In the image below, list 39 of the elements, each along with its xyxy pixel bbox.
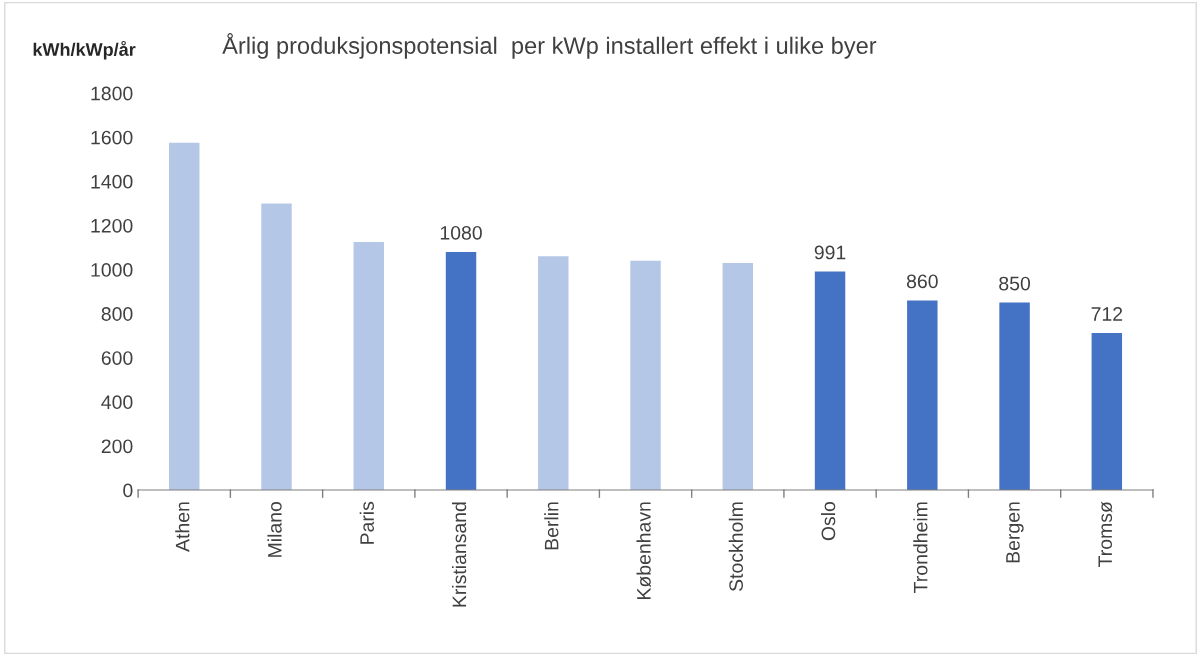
y-tick-label: 1600 bbox=[91, 130, 133, 145]
y-tick-label: 800 bbox=[101, 307, 133, 321]
bar bbox=[538, 256, 569, 491]
bar bbox=[169, 142, 200, 491]
bar bbox=[353, 241, 384, 491]
y-tick-label: 400 bbox=[101, 395, 133, 410]
x-tick-label: Paris bbox=[359, 501, 374, 544]
y-tick-label: 200 bbox=[101, 439, 133, 454]
y-tick-label: 1400 bbox=[91, 174, 133, 189]
data-label: 712 bbox=[1091, 307, 1123, 321]
x-tick-label: Kristiansand bbox=[451, 502, 467, 607]
bar bbox=[722, 262, 754, 491]
chart-title: Årlig produksjonspotensial per kWp installert effekt i ulike byer bbox=[222, 33, 877, 59]
x-tick-label: Berlin bbox=[544, 502, 559, 550]
y-tick-label: 1000 bbox=[91, 263, 133, 277]
y-tick-label: 600 bbox=[101, 351, 133, 365]
x-tick-label: Oslo bbox=[820, 501, 836, 541]
y-tick-label: 1200 bbox=[91, 218, 133, 233]
data-label: 860 bbox=[906, 274, 938, 289]
bar bbox=[907, 300, 938, 491]
bar bbox=[630, 260, 661, 491]
bar bbox=[445, 251, 477, 491]
x-tick-label: Tromsø bbox=[1098, 501, 1113, 567]
x-tick-label: Bergen bbox=[1006, 502, 1024, 563]
bar bbox=[1091, 333, 1123, 491]
bar bbox=[261, 203, 292, 491]
bar bbox=[814, 271, 846, 491]
y-tick-label: 0 bbox=[123, 483, 133, 498]
y-tick-label: 1800 bbox=[91, 86, 133, 101]
x-tick-label: Stockholm bbox=[728, 502, 744, 592]
x-tick-label: Milano bbox=[267, 501, 282, 557]
y-axis-title: kWh/kWp/år bbox=[33, 40, 136, 60]
x-tick-label: Trondheim bbox=[913, 502, 928, 593]
data-label: 1080 bbox=[440, 225, 482, 240]
bar bbox=[999, 302, 1030, 491]
data-label: 850 bbox=[999, 276, 1031, 291]
data-label: 991 bbox=[814, 245, 846, 260]
x-tick-label: København bbox=[636, 502, 651, 599]
x-tick-label: Athen bbox=[175, 502, 190, 552]
